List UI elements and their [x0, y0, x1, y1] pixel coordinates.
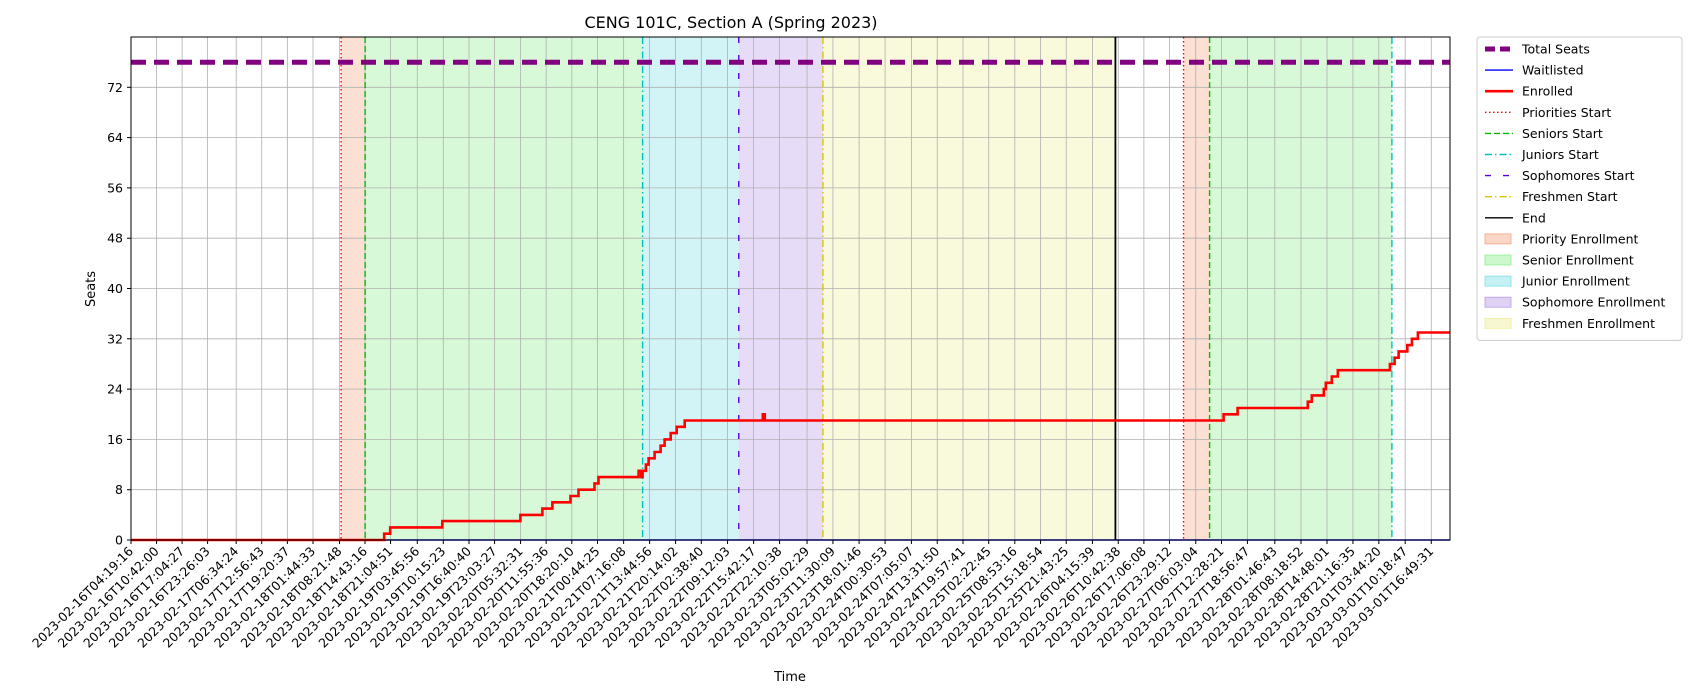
y-tick-label-8: 64: [107, 130, 123, 145]
legend-swatch-junior-enrollment: [1484, 275, 1512, 287]
x-axis-label: Time: [773, 670, 806, 685]
chart-title: CENG 101C, Section A (Spring 2023): [584, 13, 877, 32]
legend-label-seniors-start: Seniors Start: [1522, 126, 1603, 141]
y-tick-label-4: 32: [107, 331, 123, 346]
legend-label-end: End: [1522, 210, 1546, 225]
legend-label-total-seats: Total Seats: [1521, 42, 1590, 57]
y-tick-label-0: 0: [115, 533, 123, 548]
legend-label-junior-enrollment: Junior Enrollment: [1521, 274, 1630, 289]
legend-swatch-priority-enrollment: [1484, 233, 1512, 245]
legend: Total Seats Waitlisted Enrolled Priorities …: [1476, 36, 1683, 341]
legend-label-senior-enrollment: Senior Enrollment: [1522, 253, 1634, 268]
y-axis-label: Seats: [84, 271, 99, 307]
legend-label-sophomores-start: Sophomores Start: [1522, 168, 1635, 183]
legend-label-waitlisted: Waitlisted: [1522, 63, 1584, 78]
y-tick-label-7: 56: [107, 180, 123, 195]
y-tick-label-5: 40: [107, 281, 123, 296]
y-tick-label-6: 48: [107, 231, 123, 246]
legend-label-sophomore-enrollment: Sophomore Enrollment: [1522, 295, 1666, 310]
legend-label-enrolled: Enrolled: [1522, 84, 1573, 99]
legend-label-juniors-start: Juniors Start: [1521, 147, 1599, 162]
series-enrolled: [131, 331, 1450, 542]
legend-label-priority-enrollment: Priority Enrollment: [1522, 231, 1639, 246]
legend-swatch-freshmen-enrollment: [1484, 317, 1512, 329]
y-tick-label-3: 24: [107, 382, 123, 397]
legend-swatch-senior-enrollment: [1484, 254, 1512, 266]
legend-label-priorities-start: Priorities Start: [1522, 105, 1611, 120]
legend-label-freshmen-start: Freshmen Start: [1522, 189, 1618, 204]
legend-label-freshmen-enrollment: Freshmen Enrollment: [1522, 316, 1655, 331]
plot-area: 0816243240485664722023-02-16T04:19:16202…: [29, 36, 1451, 651]
y-tick-label-9: 72: [107, 80, 123, 95]
y-tick-label-1: 8: [115, 482, 123, 497]
y-tick-label-2: 16: [107, 432, 123, 447]
legend-frame: [1476, 36, 1683, 341]
legend-swatch-sophomore-enrollment: [1484, 296, 1512, 308]
